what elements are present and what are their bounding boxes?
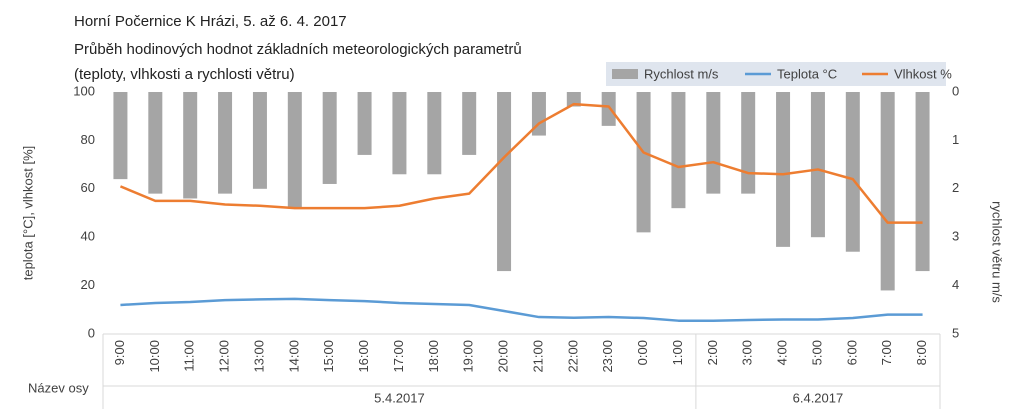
y2-tick-label: 2 bbox=[952, 180, 959, 195]
y2-tick-label: 4 bbox=[952, 277, 959, 292]
x-tick-label: 6:00 bbox=[844, 340, 859, 365]
y-tick-label: 0 bbox=[88, 325, 95, 340]
y-tick-label: 40 bbox=[81, 229, 95, 244]
bar bbox=[706, 92, 721, 194]
x-tick-label: 0:00 bbox=[635, 340, 650, 365]
x-tick-label: 23:00 bbox=[600, 340, 615, 373]
bar bbox=[845, 92, 860, 252]
bar bbox=[427, 92, 442, 175]
legend-box bbox=[606, 62, 946, 86]
group-label: 5.4.2017 bbox=[374, 390, 425, 405]
y-tick-label: 60 bbox=[81, 180, 95, 195]
x-tick-label: 20:00 bbox=[496, 340, 511, 373]
x-tick-label: 9:00 bbox=[112, 340, 127, 365]
bar bbox=[741, 92, 756, 194]
chart-subtitle: (teploty, vlhkosti a rychlosti větru) bbox=[74, 66, 295, 83]
x-tick-label: 21:00 bbox=[530, 340, 545, 373]
bar bbox=[776, 92, 791, 247]
x-tick-label: 2:00 bbox=[705, 340, 720, 365]
x-tick-label: 4:00 bbox=[775, 340, 790, 365]
bar bbox=[915, 92, 930, 272]
bar bbox=[810, 92, 825, 238]
chart-title: Horní Počernice K Hrázi, 5. až 6. 4. 201… bbox=[74, 13, 347, 30]
bar bbox=[252, 92, 267, 189]
bar bbox=[113, 92, 128, 180]
y-tick-label: 80 bbox=[81, 132, 95, 147]
x-tick-label: 7:00 bbox=[879, 340, 894, 365]
x-tick-label: 11:00 bbox=[182, 340, 197, 372]
bar bbox=[392, 92, 407, 175]
y2-tick-label: 3 bbox=[952, 229, 959, 244]
x-tick-label: 18:00 bbox=[426, 340, 441, 373]
x-tick-label: 17:00 bbox=[391, 340, 406, 373]
bar bbox=[601, 92, 616, 126]
group-label: 6.4.2017 bbox=[793, 390, 844, 405]
bar bbox=[636, 92, 651, 233]
y-axis-label: teplota [°C], vlhkost [%] bbox=[20, 146, 35, 281]
legend-label: Teplota °C bbox=[777, 66, 837, 81]
y2-tick-label: 0 bbox=[952, 83, 959, 98]
line bbox=[120, 297, 923, 322]
x-tick-label: 10:00 bbox=[147, 340, 162, 373]
legend-label: Vlhkost % bbox=[894, 66, 952, 81]
line bbox=[119, 102, 923, 224]
y2-tick-label: 5 bbox=[952, 325, 959, 340]
x-tick-label: 15:00 bbox=[321, 340, 336, 373]
bar bbox=[218, 92, 233, 194]
bar bbox=[671, 92, 686, 209]
bar bbox=[357, 92, 372, 155]
x-tick-label: 8:00 bbox=[914, 340, 929, 365]
legend-swatch bbox=[612, 69, 638, 79]
y2-axis-label: rychlost větru m/s bbox=[990, 201, 1005, 303]
bar bbox=[322, 92, 337, 184]
x-tick-label: 5:00 bbox=[809, 340, 824, 365]
x-tick-label: 12:00 bbox=[217, 340, 232, 373]
bar bbox=[566, 92, 581, 107]
legend-label: Rychlost m/s bbox=[644, 66, 719, 81]
bar bbox=[531, 92, 546, 136]
x-tick-label: 19:00 bbox=[461, 340, 476, 373]
y-tick-label: 100 bbox=[73, 83, 95, 98]
bar bbox=[183, 92, 198, 199]
bar bbox=[497, 92, 512, 272]
chart-subtitle: Průběh hodinových hodnot základních mete… bbox=[74, 41, 522, 58]
bar bbox=[462, 92, 477, 155]
x-tick-label: 3:00 bbox=[740, 340, 755, 365]
x-tick-label: 13:00 bbox=[251, 340, 266, 373]
x-tick-label: 1:00 bbox=[670, 340, 685, 365]
x-tick-label: 22:00 bbox=[565, 340, 580, 373]
y-tick-label: 20 bbox=[81, 277, 95, 292]
bar bbox=[148, 92, 163, 194]
x-axis-label: Název osy bbox=[28, 380, 89, 395]
x-tick-label: 14:00 bbox=[286, 340, 301, 373]
bar bbox=[880, 92, 895, 291]
bar bbox=[287, 92, 302, 209]
x-tick-label: 16:00 bbox=[356, 340, 371, 373]
y2-tick-label: 1 bbox=[952, 132, 959, 147]
